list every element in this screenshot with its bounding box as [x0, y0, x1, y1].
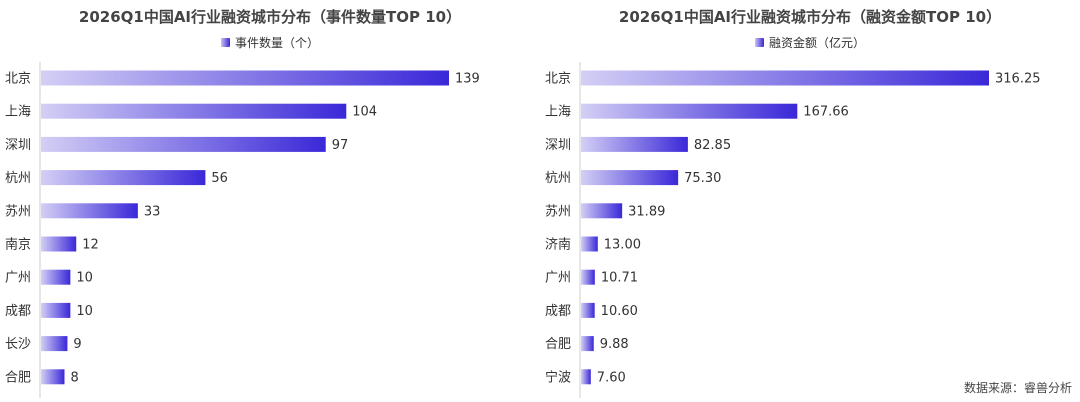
- chart-panel-funding-amount: 2026Q1中国AI行业融资城市分布（融资金额TOP 10） 融资金额（亿元） …: [540, 0, 1080, 402]
- bar-chart-funding-amount: 北京 316.25 上海 167.66 深圳 82.85 杭州 75.30 苏州 31.89 济南 1…: [545, 62, 1041, 398]
- bar: [41, 103, 347, 119]
- bar-value-label: 139: [455, 72, 480, 87]
- bar-value-label: 7.60: [597, 370, 626, 385]
- category-tick-label: 上海: [5, 105, 31, 120]
- bar-value-label: 97: [332, 138, 349, 153]
- category-tick-label: 宁波: [545, 369, 571, 385]
- bar: [581, 170, 679, 186]
- bar: [581, 269, 595, 285]
- bar: [581, 336, 594, 352]
- bar: [41, 170, 206, 186]
- category-tick-label: 合肥: [545, 337, 571, 352]
- bar: [581, 369, 591, 385]
- bar: [581, 302, 595, 318]
- category-tick-label: 济南: [545, 237, 571, 253]
- legend-label: 融资金额（亿元）: [768, 36, 865, 50]
- category-tick-label: 北京: [5, 72, 31, 87]
- category-tick-label: 深圳: [545, 138, 571, 153]
- bar-value-label: 56: [211, 171, 228, 186]
- legend-label: 事件数量（个）: [234, 36, 319, 50]
- bar: [41, 203, 138, 219]
- category-tick-label: 广州: [5, 271, 31, 286]
- bar: [41, 302, 71, 318]
- bar-value-label: 10.60: [601, 304, 638, 319]
- category-tick-label: 长沙: [5, 337, 31, 352]
- bar: [41, 336, 68, 352]
- bar-value-label: 31.89: [628, 204, 665, 219]
- category-tick-label: 合肥: [5, 370, 31, 385]
- bar-value-label: 104: [352, 105, 377, 120]
- category-tick-label: 苏州: [545, 203, 571, 219]
- chart-panel-event-count: 2026Q1中国AI行业融资城市分布（事件数量TOP 10） 事件数量（个） 北…: [0, 8, 540, 398]
- legend-swatch: [754, 38, 764, 47]
- bar: [41, 136, 326, 152]
- bar-value-label: 82.85: [694, 138, 731, 153]
- category-tick-label: 杭州: [545, 171, 571, 186]
- category-tick-label: 深圳: [5, 138, 31, 153]
- source-note: 数据来源：睿兽分析: [963, 381, 1072, 395]
- bar: [41, 70, 449, 86]
- category-tick-label: 成都: [5, 304, 31, 319]
- category-tick-label: 苏州: [5, 203, 31, 219]
- bar-value-label: 12: [82, 238, 99, 253]
- bar-value-label: 8: [70, 370, 78, 385]
- bar-value-label: 10: [76, 304, 93, 319]
- bar-chart-event-count: 北京 139 上海 104 深圳 97 杭州 56 苏州 33 南京 12 广州 10 成都 10 长沙 9 合肥 8: [5, 62, 480, 398]
- bar: [581, 203, 623, 219]
- category-tick-label: 南京: [5, 237, 31, 253]
- chart-title: 2026Q1中国AI行业融资城市分布（融资金额TOP 10）: [618, 8, 1002, 26]
- bar-value-label: 13.00: [604, 238, 641, 253]
- bar-value-label: 167.66: [803, 105, 849, 120]
- chart-legend: 融资金额（亿元）: [540, 34, 1080, 51]
- category-tick-label: 广州: [545, 271, 571, 286]
- bar-value-label: 10: [76, 271, 93, 286]
- bar: [581, 136, 688, 152]
- bar: [581, 103, 798, 119]
- bar: [581, 70, 989, 86]
- bar-value-label: 9: [73, 337, 81, 352]
- bar-value-label: 316.25: [995, 72, 1041, 87]
- category-tick-label: 北京: [545, 72, 571, 87]
- bar: [581, 236, 598, 252]
- bar: [41, 269, 71, 285]
- category-tick-label: 上海: [545, 105, 571, 120]
- bar: [41, 236, 77, 252]
- chart-title: 2026Q1中国AI行业融资城市分布（事件数量TOP 10）: [78, 8, 462, 26]
- category-tick-label: 杭州: [5, 171, 31, 186]
- bar-value-label: 33: [144, 204, 161, 219]
- legend-swatch: [220, 38, 230, 47]
- chart-legend: 事件数量（个）: [0, 34, 540, 51]
- category-tick-label: 成都: [545, 304, 571, 319]
- bar-value-label: 9.88: [600, 337, 629, 352]
- bar-value-label: 75.30: [684, 171, 721, 186]
- bar: [41, 369, 65, 385]
- bar-value-label: 10.71: [601, 271, 638, 286]
